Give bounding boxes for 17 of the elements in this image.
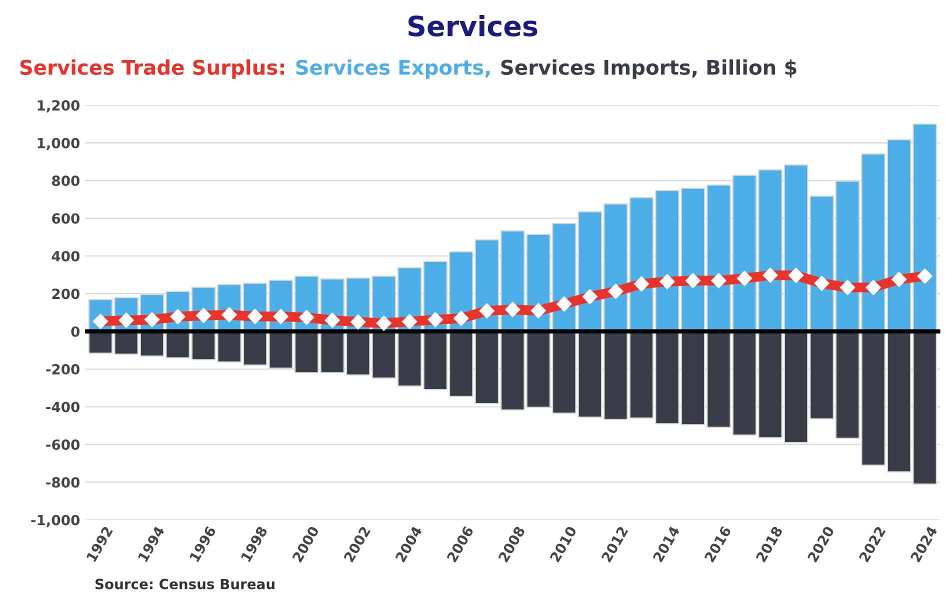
- y-tick-label: -400: [46, 402, 80, 412]
- y-tick-label: 600: [52, 213, 80, 224]
- text: Services Trade Surplus:: [20, 59, 284, 79]
- y-tick-label: 400: [52, 250, 80, 262]
- y-tick-label: 0: [71, 326, 80, 337]
- source-note: Source: Census Bureau: [95, 578, 274, 590]
- text: Services Imports, Billion $: [501, 59, 796, 79]
- y-tick-label: -600: [46, 439, 80, 450]
- chart-title: Services: [408, 15, 538, 37]
- text: Services Exports,: [296, 59, 490, 79]
- y-tick-label: -200: [46, 364, 80, 375]
- y-tick-label: -800: [46, 477, 80, 488]
- y-tick-label: 800: [52, 176, 80, 186]
- y-tick-label: 1,200: [38, 100, 80, 112]
- y-tick-label: 200: [52, 288, 80, 300]
- y-tick-label: -1,000: [31, 514, 80, 528]
- y-tick-label: 1,000: [38, 138, 80, 150]
